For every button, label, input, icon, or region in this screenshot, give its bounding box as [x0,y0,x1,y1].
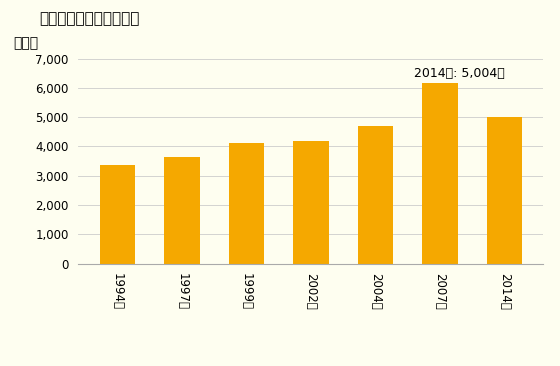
Bar [293,141,329,264]
Text: 2014年: 5,004人: 2014年: 5,004人 [414,67,505,81]
Bar [228,143,264,264]
Bar [422,83,458,264]
Bar [164,157,199,264]
Text: ［人］: ［人］ [13,36,39,51]
Text: 小売業の従業者数の推移: 小売業の従業者数の推移 [39,11,139,26]
Bar [358,126,393,264]
Bar [487,117,522,264]
Bar [100,165,135,264]
